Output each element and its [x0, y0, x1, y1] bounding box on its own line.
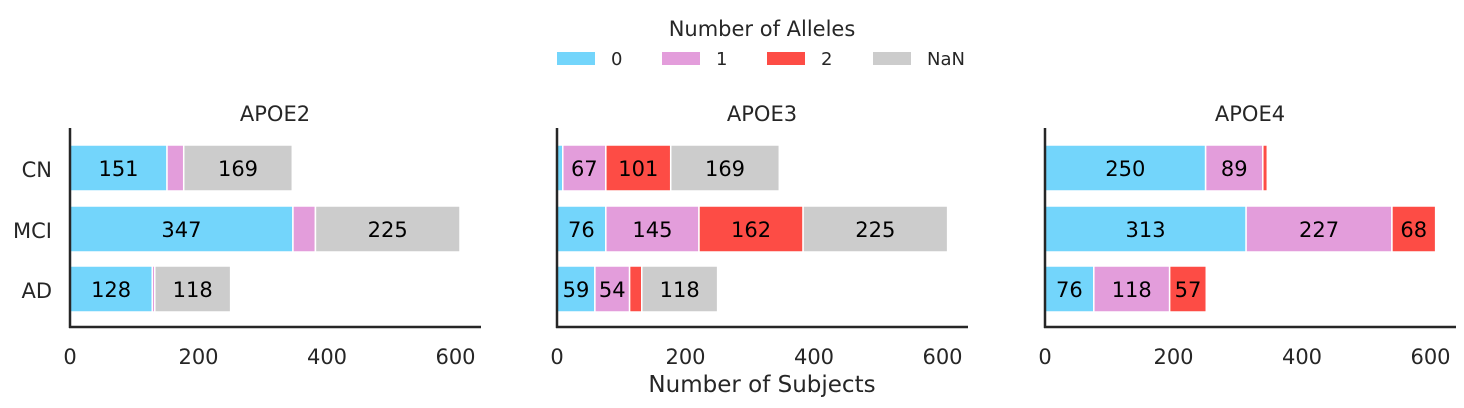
panel-title: APOE3: [727, 102, 797, 126]
bar-ad-series-1: [594, 265, 631, 313]
bar-value-label: 169: [218, 157, 258, 181]
x-tick-label: 0: [63, 345, 76, 369]
bar-ad-series-0: [1044, 265, 1095, 313]
bar-value-label: 225: [368, 218, 408, 242]
bar-value-label: 145: [632, 218, 672, 242]
bar-value-label: 128: [91, 278, 131, 302]
bar-value-label: 169: [705, 157, 745, 181]
x-tick-label: 600: [922, 345, 962, 369]
x-tick-label: 400: [1282, 345, 1322, 369]
bar-value-label: 67: [571, 157, 598, 181]
legend-swatch-3: [873, 52, 911, 65]
bar-value-label: 76: [568, 218, 595, 242]
bar-cn-series-2: [605, 144, 672, 192]
bar-value-label: 118: [173, 278, 213, 302]
panel-apoe2: APOE2 151 169 347 225 128 118 0 200 400 600 CN MCI AD: [13, 102, 481, 369]
bar-cn-series-nan: [669, 144, 781, 192]
bar-value-label: 101: [618, 157, 658, 181]
bar-cn-series-0: [1044, 144, 1207, 192]
bar-value-label: 227: [1299, 218, 1339, 242]
bar-mci-series-0: [69, 205, 294, 253]
bar-ad-series-0: [69, 265, 153, 313]
x-tick-label: 200: [665, 345, 705, 369]
y-tick-label: MCI: [13, 219, 52, 243]
bar-value-label: 313: [1126, 218, 1166, 242]
bar-value-label: 347: [161, 218, 201, 242]
legend-label-3: NaN: [927, 49, 965, 70]
x-tick-label: 600: [1410, 345, 1450, 369]
y-tick-label: AD: [21, 279, 52, 303]
bar-cn-series-2: [1262, 144, 1269, 192]
x-tick-label: 200: [1153, 345, 1193, 369]
bar-cn-series-nan: [182, 144, 294, 192]
bar-value-label: 68: [1400, 218, 1427, 242]
bar-value-label: 89: [1221, 157, 1248, 181]
panel-apoe3: APOE3 67 101 169 76 145 162 225 59 54 118 0 200 400 60…: [550, 102, 968, 369]
bar-mci-series-2: [698, 205, 804, 253]
legend-title: Number of Alleles: [669, 17, 856, 41]
x-tick-label: 200: [178, 345, 218, 369]
legend-label-2: 2: [821, 49, 832, 70]
bar-value-label: 151: [98, 157, 138, 181]
bar-cn-series-1: [166, 144, 185, 192]
x-tick-label: 400: [307, 345, 347, 369]
bar-mci-series-1: [1245, 205, 1393, 253]
bar-value-label: 57: [1175, 278, 1202, 302]
bar-value-label: 118: [660, 278, 700, 302]
legend-label-1: 1: [716, 49, 727, 70]
bar-ad-series-nan: [641, 265, 719, 313]
x-tick-label: 600: [435, 345, 475, 369]
x-tick-label: 0: [1038, 345, 1051, 369]
bar-value-label: 59: [563, 278, 590, 302]
bar-mci-series-nan: [802, 205, 949, 253]
bar-ad-series-2: [1168, 265, 1208, 313]
legend-swatch-2: [767, 52, 805, 65]
bar-ad-series-2: [628, 265, 643, 313]
bar-ad-series-1: [1093, 265, 1171, 313]
bar-value-label: 162: [731, 218, 771, 242]
legend-label-0: 0: [611, 49, 622, 70]
bar-mci-series-1: [292, 205, 317, 253]
legend-swatch-0: [557, 52, 595, 65]
bar-cn-series-1: [1204, 144, 1264, 192]
bar-value-label: 76: [1056, 278, 1083, 302]
bar-ad-series-nan: [154, 265, 232, 313]
y-tick-label: CN: [22, 158, 52, 182]
x-tick-label: 400: [794, 345, 834, 369]
legend-swatch-1: [662, 52, 700, 65]
bar-value-label: 54: [599, 278, 626, 302]
x-axis-label: Number of Subjects: [648, 372, 875, 398]
bar-value-label: 250: [1105, 157, 1145, 181]
chart-panels: APOE2 151 169 347 225 128 118 0 200 400 600 CN MCI AD…: [13, 102, 1456, 369]
legend: Number of Alleles 0 1 2 NaN: [557, 17, 965, 70]
bar-mci-series-0: [556, 205, 607, 253]
panel-apoe4: APOE4 250 89 313 227 68 76 118 57 0 200 400 600: [1038, 102, 1456, 369]
bar-value-label: 225: [855, 218, 895, 242]
bar-mci-series-2: [1391, 205, 1437, 253]
panel-title: APOE4: [1215, 102, 1285, 126]
bar-value-label: 118: [1112, 278, 1152, 302]
x-tick-label: 0: [550, 345, 563, 369]
bar-mci-series-nan: [314, 205, 461, 253]
panel-title: APOE2: [240, 102, 310, 126]
